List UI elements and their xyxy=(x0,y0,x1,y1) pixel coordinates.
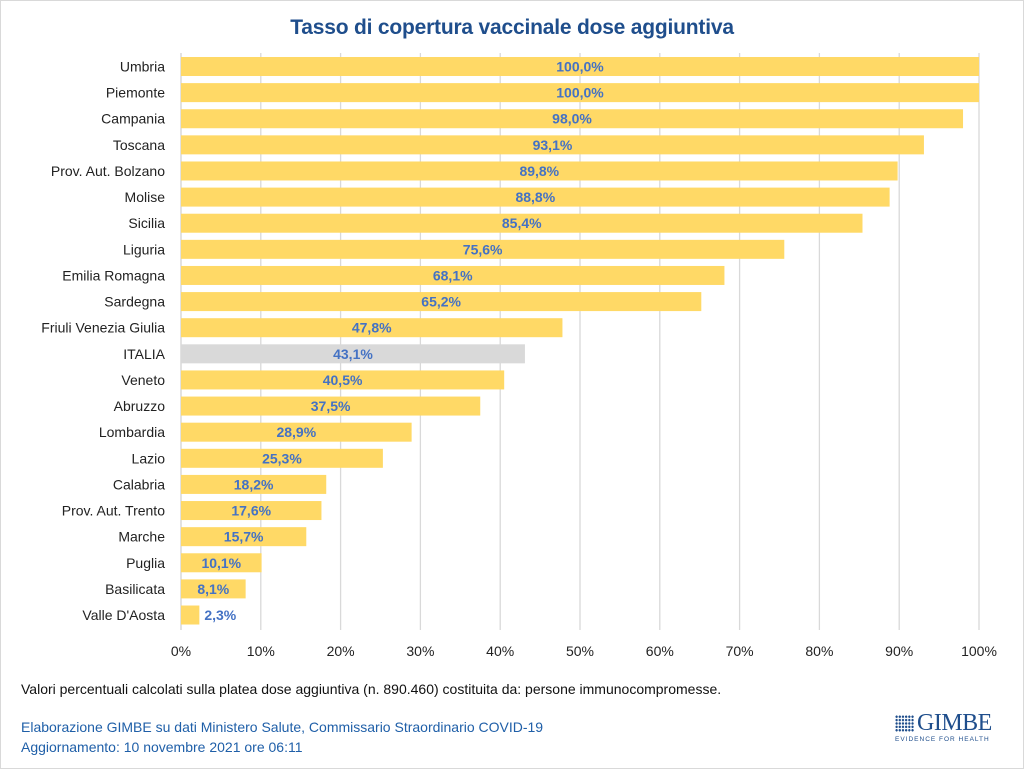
x-tick-label: 20% xyxy=(327,643,355,659)
category-label: Campania xyxy=(101,111,165,127)
logo-tagline: EVIDENCE FOR HEALTH xyxy=(895,736,990,743)
value-label: 100,0% xyxy=(556,85,604,101)
bar xyxy=(181,553,262,573)
logo-name: GIMBE xyxy=(917,710,992,736)
bar xyxy=(181,448,383,468)
category-label: Emilia Romagna xyxy=(62,267,165,283)
bar xyxy=(181,501,322,521)
category-label: Sicilia xyxy=(128,215,165,231)
category-label: Valle D'Aosta xyxy=(82,607,165,623)
x-tick-label: 60% xyxy=(646,643,674,659)
source-text: Elaborazione GIMBE su dati Ministero Sal… xyxy=(21,719,544,735)
category-label: Lazio xyxy=(132,450,166,466)
category-label: Puglia xyxy=(126,555,165,571)
bar xyxy=(181,265,725,285)
value-label: 8,1% xyxy=(197,581,229,597)
value-label: 25,3% xyxy=(262,450,302,466)
bar xyxy=(181,135,924,155)
category-label: Molise xyxy=(125,189,166,205)
source-block: Elaborazione GIMBE su dati Ministero Sal… xyxy=(21,717,543,757)
bar xyxy=(181,579,246,599)
bars xyxy=(181,57,979,625)
bar xyxy=(181,422,412,442)
x-axis-ticks: 0% 10% 20% 30% 40% 50% 60% 70% 80% 90% 100% xyxy=(171,643,997,659)
value-label: 75,6% xyxy=(463,241,503,257)
value-label: 17,6% xyxy=(231,503,271,519)
category-label: Liguria xyxy=(123,241,165,257)
bar xyxy=(181,396,481,416)
bar xyxy=(181,239,785,259)
value-label: 37,5% xyxy=(311,398,351,414)
footnote: Valori percentuali calcolati sulla plate… xyxy=(21,681,722,697)
category-label: Basilicata xyxy=(105,581,165,597)
logo-grid-icon xyxy=(895,714,914,732)
x-tick-label: 70% xyxy=(726,643,754,659)
category-label: Sardegna xyxy=(104,294,165,310)
category-label: Prov. Aut. Bolzano xyxy=(51,163,165,179)
category-label: Piemonte xyxy=(106,85,165,101)
bar xyxy=(181,605,200,625)
value-label: 89,8% xyxy=(519,163,559,179)
category-label: Umbria xyxy=(120,59,165,75)
category-labels: Umbria Piemonte Campania Toscana Prov. Aut. … xyxy=(41,59,165,624)
x-tick-label: 0% xyxy=(171,643,191,659)
value-label: 68,1% xyxy=(433,267,473,283)
value-label: 88,8% xyxy=(515,189,555,205)
category-label: Lombardia xyxy=(99,424,165,440)
value-label: 93,1% xyxy=(533,137,573,153)
bar xyxy=(181,109,964,129)
category-label: Veneto xyxy=(121,372,165,388)
x-tick-label: 30% xyxy=(406,643,434,659)
value-label: 100,0% xyxy=(556,59,604,75)
update-timestamp: Aggiornamento: 10 novembre 2021 ore 06:1… xyxy=(21,739,303,755)
bar xyxy=(181,370,505,390)
bar xyxy=(181,292,702,312)
bar xyxy=(181,83,979,103)
bar xyxy=(181,161,898,181)
gimbe-logo: GIMBE EVIDENCE FOR HEALTH xyxy=(895,710,1015,743)
value-label: 98,0% xyxy=(552,111,592,127)
x-tick-label: 10% xyxy=(247,643,275,659)
category-label: Friuli Venezia Giulia xyxy=(41,320,165,336)
x-tick-label: 80% xyxy=(805,643,833,659)
category-label: Abruzzo xyxy=(114,398,166,414)
value-label: 85,4% xyxy=(502,215,542,231)
x-tick-label: 90% xyxy=(885,643,913,659)
x-tick-label: 50% xyxy=(566,643,594,659)
category-label: ITALIA xyxy=(123,346,165,362)
x-tick-label: 100% xyxy=(961,643,997,659)
bar xyxy=(181,57,979,76)
category-label: Calabria xyxy=(113,476,165,492)
category-label: Prov. Aut. Trento xyxy=(62,503,165,519)
bar xyxy=(181,527,307,547)
category-label: Marche xyxy=(118,529,165,545)
bar xyxy=(181,213,863,233)
value-label: 18,2% xyxy=(234,476,274,492)
bar xyxy=(181,187,890,207)
bar xyxy=(181,474,327,494)
value-label: 43,1% xyxy=(333,346,373,362)
chart-title: Tasso di copertura vaccinale dose aggiun… xyxy=(290,16,734,39)
x-tick-label: 40% xyxy=(486,643,514,659)
bar xyxy=(181,318,563,338)
value-label: 28,9% xyxy=(276,424,316,440)
value-label: 65,2% xyxy=(421,294,461,310)
value-label: 40,5% xyxy=(323,372,363,388)
bar xyxy=(181,344,525,364)
value-label: 2,3% xyxy=(204,607,236,623)
value-label: 47,8% xyxy=(352,320,392,336)
value-labels: 100,0% 100,0% 98,0% 93,1% 89,8% 88,8% 85,4% 75,… xyxy=(197,59,604,624)
value-label: 15,7% xyxy=(224,529,264,545)
category-label: Toscana xyxy=(113,137,165,153)
value-label: 10,1% xyxy=(201,555,241,571)
